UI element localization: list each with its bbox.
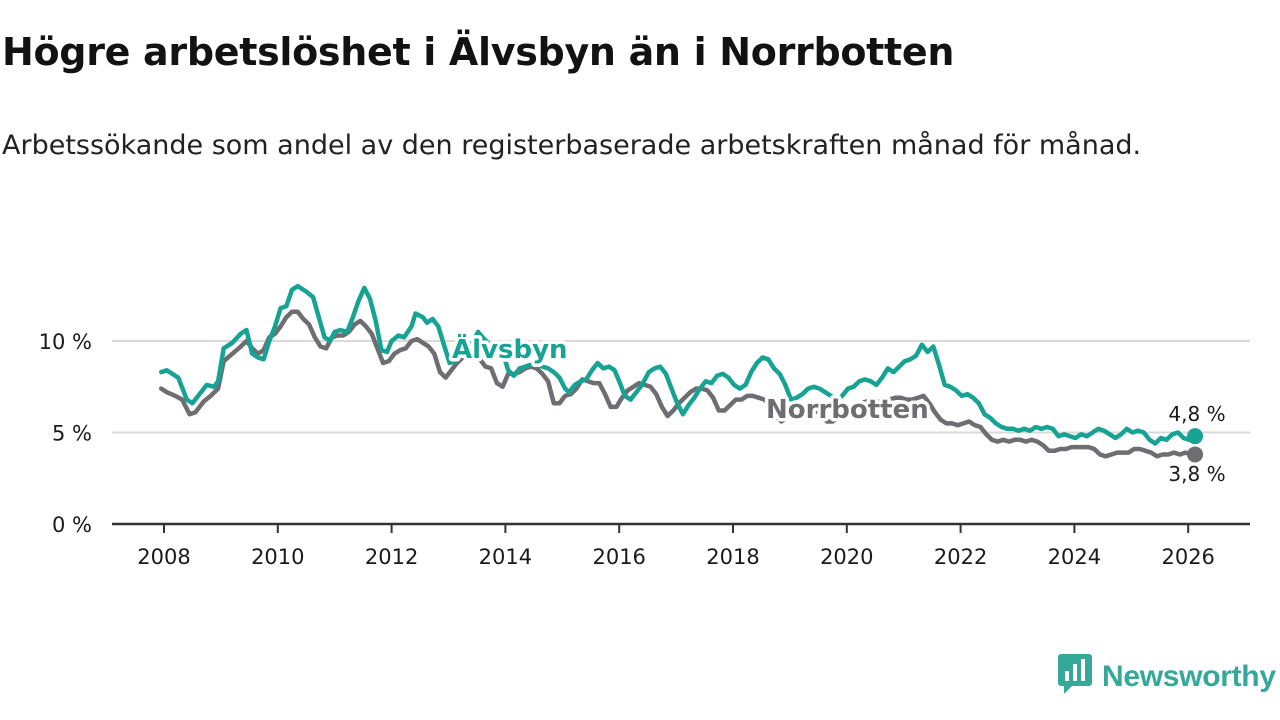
end-point-alvsbyn bbox=[1187, 428, 1204, 445]
series-lines bbox=[158, 283, 1204, 463]
chart-subtitle: Arbetssökande som andel av den registerb… bbox=[2, 130, 1142, 161]
newsworthy-chart-logo-icon bbox=[1058, 654, 1094, 700]
series-labels: Älvsbyn Norrbotten 4,8 % 3,8 % bbox=[449, 330, 1226, 487]
x-tick-label: 2026 bbox=[1161, 545, 1214, 569]
series-label-norrbotten: Norrbotten bbox=[766, 395, 929, 425]
page-title: Högre arbetslöshet i Älvsbyn än i Norrbo… bbox=[2, 30, 955, 74]
brand-logo: Newsworthy bbox=[1058, 654, 1276, 700]
x-tick-label: 2024 bbox=[1048, 545, 1101, 569]
x-tick-label: 2012 bbox=[365, 545, 418, 569]
end-value-label-alvsbyn: 4,8 % bbox=[1168, 402, 1225, 426]
y-tick-label: 0 % bbox=[52, 513, 92, 537]
end-value-label-norrbotten: 3,8 % bbox=[1168, 462, 1225, 486]
x-tick-label: 2020 bbox=[820, 545, 873, 569]
x-tick-label: 2018 bbox=[706, 545, 759, 569]
x-tick-label: 2008 bbox=[137, 545, 190, 569]
y-tick-label: 5 % bbox=[52, 422, 92, 446]
end-point-norrbotten bbox=[1187, 446, 1204, 463]
x-tick-label: 2014 bbox=[479, 545, 532, 569]
y-tick-label: 10 % bbox=[39, 330, 92, 354]
y-axis-tick-labels: 0 % 5 % 10 % bbox=[39, 330, 92, 537]
series-line-alvsbyn bbox=[158, 283, 1198, 446]
x-tick-label: 2022 bbox=[934, 545, 987, 569]
x-tick-label: 2016 bbox=[592, 545, 645, 569]
line-chart: 0 %5 %10 % 2008 2010 2012 2014 2016 2018 2020 2… bbox=[39, 283, 1250, 569]
x-axis-ticks: 2008 2010 2012 2014 2016 2018 2020 2022 2024 2026 bbox=[137, 524, 1215, 569]
grid-lines bbox=[112, 340, 1250, 434]
x-tick-label: 2010 bbox=[251, 545, 304, 569]
brand-name: Newsworthy bbox=[1102, 660, 1276, 693]
series-line-norrbotten bbox=[158, 309, 1198, 459]
series-label-alvsbyn: Älvsbyn bbox=[452, 333, 568, 365]
